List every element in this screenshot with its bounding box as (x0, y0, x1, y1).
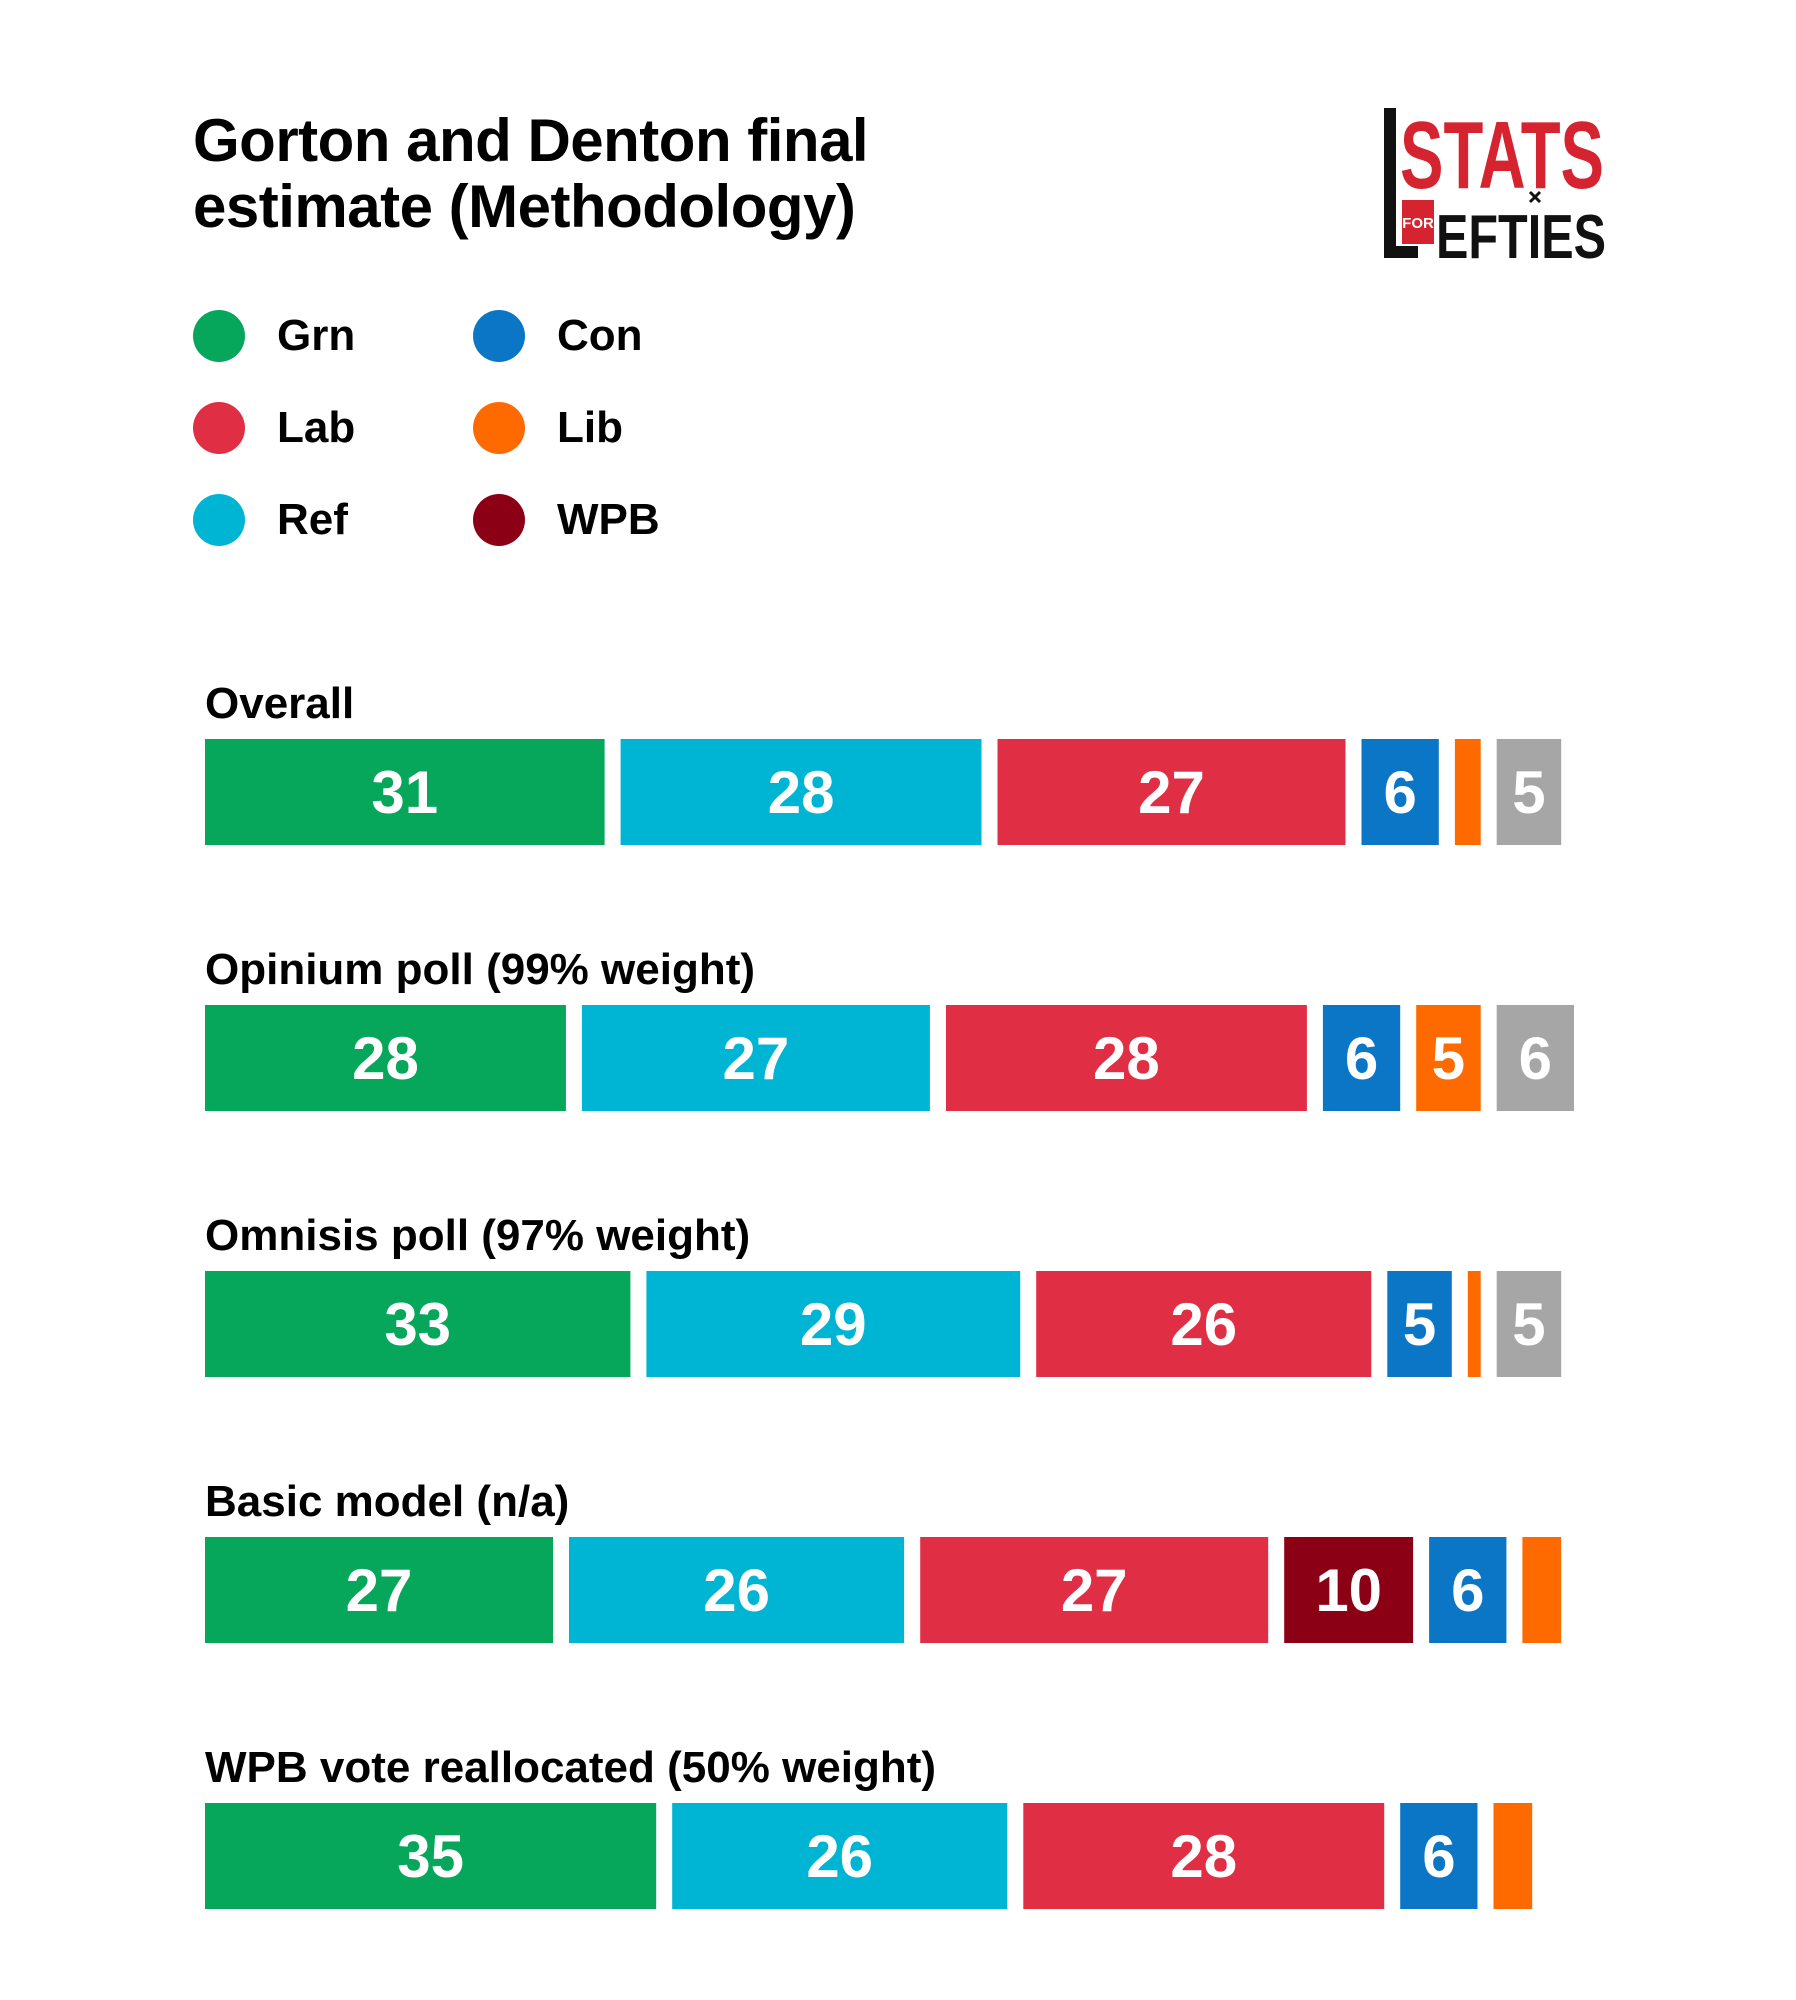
bar-row: Overall 31 28 27 6 5 (205, 679, 1562, 845)
bar-value-label: 26 (703, 1557, 770, 1624)
bar-value-label: 28 (352, 1025, 419, 1092)
legend-label-lab: Lab (277, 403, 356, 452)
bar-value-label: 28 (1170, 1823, 1237, 1890)
bar-value-label: 33 (384, 1291, 451, 1358)
legend-swatch-ref (193, 494, 245, 546)
legend-swatch-lab (193, 402, 245, 454)
bar-value-label: 26 (1170, 1291, 1237, 1358)
bar-value-label: 29 (800, 1291, 867, 1358)
bar-row: Opinium poll (99% weight) 28 27 28 6 5 6 (205, 945, 1574, 1111)
bar-segment-other (1496, 1271, 1562, 1377)
logo-lefties-text: EFTIES (1436, 203, 1606, 270)
bar-segment-lab (946, 1005, 1307, 1111)
bar-row: WPB vote reallocated (50% weight) 35 26 28 6 (205, 1743, 1533, 1909)
bar-segment-con (1387, 1271, 1452, 1377)
bar-segment-con (1322, 1005, 1401, 1111)
bar-value-label: 27 (723, 1025, 790, 1092)
bar-value-label: 27 (1138, 759, 1205, 826)
bar-value-label: 6 (1422, 1823, 1455, 1890)
legend-swatch-con (473, 310, 525, 362)
bar-segment-grn (205, 1271, 631, 1377)
bar-segment-lab (920, 1537, 1269, 1643)
bar-segment-ref (646, 1271, 1021, 1377)
legend-item-grn: Grn (193, 308, 355, 364)
bar-value-label: 26 (806, 1823, 873, 1890)
bar-segment-lib (1493, 1803, 1533, 1909)
legend-label-con: Con (557, 311, 643, 360)
bar-segment-con (1400, 1803, 1478, 1909)
legend-swatch-lib (473, 402, 525, 454)
bar-value-label: 28 (768, 759, 835, 826)
chart-title: Gorton and Denton final estimate (Method… (193, 107, 869, 240)
legend-item-con: Con (473, 308, 643, 364)
bar-segment-ref (672, 1803, 1008, 1909)
bar-segment-ref (620, 739, 982, 845)
bar-segment-wpb (1284, 1537, 1414, 1643)
legend-swatch-wpb (473, 494, 525, 546)
bar-segment-con (1429, 1537, 1507, 1643)
bar-value-label: 10 (1315, 1557, 1382, 1624)
bar-segment-other (1496, 739, 1562, 845)
legend-label-lib: Lib (557, 403, 623, 452)
legend-item-wpb: WPB (473, 492, 660, 548)
bar-row-title: WPB vote reallocated (50% weight) (205, 1743, 936, 1792)
bar-value-label: 6 (1451, 1557, 1484, 1624)
bar-segment-lab (997, 739, 1346, 845)
logo-for-text: FOR (1402, 215, 1434, 232)
bar-segment-lab (1023, 1803, 1385, 1909)
bar-value-label: 5 (1432, 1025, 1465, 1092)
bar-segment-lib (1416, 1005, 1481, 1111)
bar-value-label: 35 (397, 1823, 464, 1890)
legend-item-lib: Lib (473, 400, 623, 456)
bar-row-title: Overall (205, 679, 354, 728)
bar-row: Omnisis poll (97% weight) 33 29 26 5 5 (205, 1211, 1562, 1377)
bar-row-title: Opinium poll (99% weight) (205, 945, 755, 994)
bar-value-label: 5 (1512, 1291, 1545, 1358)
bar-segment-other (1496, 1005, 1574, 1111)
bar-value-label: 6 (1345, 1025, 1378, 1092)
bar-segment-ref (581, 1005, 930, 1111)
bar-segment-lib (1522, 1537, 1562, 1643)
stats-for-lefties-logo: STATS FOR EFTIES (1384, 102, 1606, 270)
bar-segment-con (1361, 739, 1439, 845)
bar-segment-ref (569, 1537, 905, 1643)
bar-value-label: 6 (1519, 1025, 1552, 1092)
bar-segment-grn (205, 1803, 657, 1909)
bar-segment-lib (1467, 1271, 1481, 1377)
bar-value-label: 28 (1093, 1025, 1160, 1092)
bar-segment-grn (205, 1537, 553, 1643)
logo-ballot-x-icon (1528, 190, 1542, 204)
legend-item-ref: Ref (193, 492, 348, 548)
bar-row-title: Basic model (n/a) (205, 1477, 569, 1526)
legend-swatch-grn (193, 310, 245, 362)
legend-label-wpb: WPB (557, 495, 660, 544)
bar-row-title: Omnisis poll (97% weight) (205, 1211, 750, 1260)
bar-segment-lib (1454, 739, 1481, 845)
bar-segment-grn (205, 1005, 566, 1111)
legend-label-ref: Ref (277, 495, 348, 544)
bar-value-label: 5 (1512, 759, 1545, 826)
bar-segment-grn (205, 739, 605, 845)
bar-segment-lab (1036, 1271, 1372, 1377)
bar-value-label: 5 (1403, 1291, 1436, 1358)
bar-value-label: 6 (1384, 759, 1417, 826)
bar-row: Basic model (n/a) 27 26 27 10 6 (205, 1477, 1562, 1643)
legend: Grn Con Lab Lib Ref WPB (193, 308, 793, 568)
bar-value-label: 31 (371, 759, 438, 826)
logo-stats-text: STATS (1400, 102, 1604, 209)
legend-item-lab: Lab (193, 400, 355, 456)
bar-value-label: 27 (346, 1557, 413, 1624)
legend-label-grn: Grn (277, 311, 356, 360)
bar-value-label: 27 (1061, 1557, 1128, 1624)
